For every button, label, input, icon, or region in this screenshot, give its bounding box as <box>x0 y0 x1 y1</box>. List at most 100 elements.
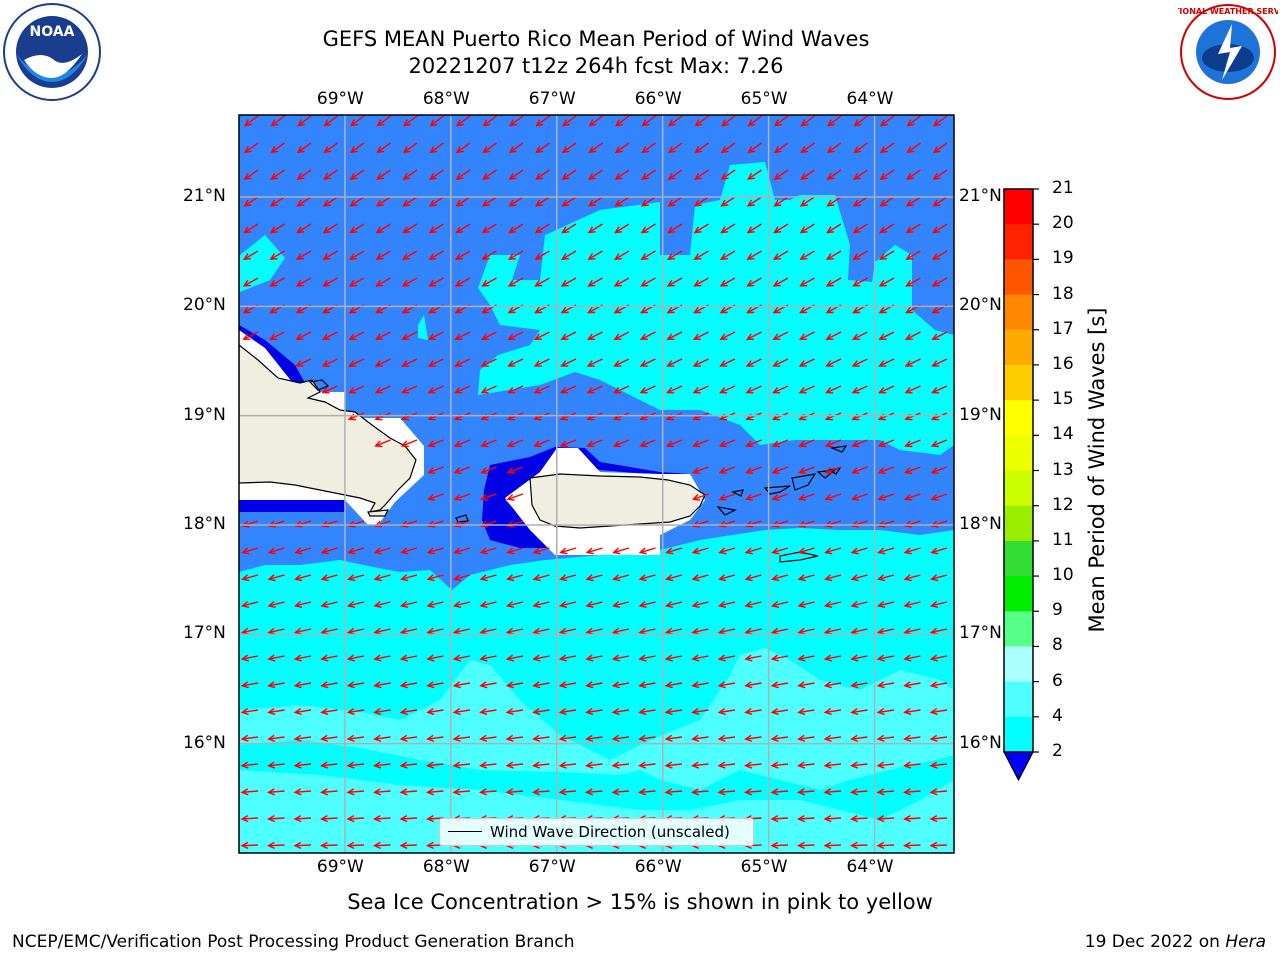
wind-arrow <box>454 358 471 367</box>
wind-arrow <box>693 196 709 207</box>
wind-arrow <box>320 627 338 635</box>
wind-arrow <box>401 277 418 287</box>
contour-band-4-6-north <box>478 162 954 455</box>
wind-arrow <box>349 142 365 154</box>
wind-arrow <box>876 815 895 823</box>
land-culebra <box>731 489 744 497</box>
colorbar-segment <box>1004 470 1033 507</box>
footer-branch: NCEP/EMC/Verification Post Processing Pr… <box>12 932 575 952</box>
wind-arrow <box>770 707 789 716</box>
wind-arrow <box>240 681 259 689</box>
wind-arrow <box>399 600 418 608</box>
noaa-logo-text: NOAA <box>30 24 75 40</box>
wind-arrow <box>558 707 577 716</box>
wind-arrow <box>640 250 656 260</box>
nws-logo-icon: NATIONAL WEATHER SERVICE <box>1178 4 1278 100</box>
wind-arrow <box>506 547 524 555</box>
wind-arrow <box>426 600 444 608</box>
wind-arrow <box>744 761 762 769</box>
wind-arrow <box>771 466 789 475</box>
wind-arrow <box>587 196 603 207</box>
colorbar-segment <box>1004 576 1033 612</box>
wind-arrow <box>771 439 789 448</box>
wind-arrow <box>719 277 736 287</box>
wind-arrow <box>532 681 550 689</box>
wind-arrow <box>479 654 497 662</box>
lat-label-right: 16°N <box>959 732 1002 753</box>
wind-arrow <box>664 600 683 608</box>
land-st-croix <box>779 551 819 563</box>
wind-arrow <box>346 600 365 608</box>
wind-arrow <box>798 358 815 367</box>
wind-arrow <box>826 115 842 127</box>
wind-arrow <box>479 547 497 555</box>
wind-arrow <box>508 223 524 234</box>
wind-arrow <box>240 788 259 796</box>
wind-arrow <box>850 681 868 689</box>
wind-arrow <box>241 547 259 555</box>
wind-arrow <box>428 277 444 287</box>
wind-arrow <box>694 169 709 180</box>
wind-arrow <box>507 331 524 340</box>
wind-arrow <box>823 761 842 769</box>
wind-arrow <box>346 707 365 716</box>
colorbar-segment <box>1004 646 1033 683</box>
wind-arrow <box>664 788 683 796</box>
wind-arrow <box>611 788 630 796</box>
wind-arrow <box>585 734 603 742</box>
wind-arrow <box>691 547 709 555</box>
wind-arrow <box>561 196 577 207</box>
wind-arrow <box>455 196 471 207</box>
wind-arrow <box>770 761 789 769</box>
wind-arrow <box>746 223 762 234</box>
wind-arrow <box>823 734 842 742</box>
wind-arrow <box>904 331 921 340</box>
wind-arrow <box>638 681 656 689</box>
wind-arrow <box>772 331 789 340</box>
wind-arrow <box>534 196 550 207</box>
wind-arrow <box>293 788 312 796</box>
wind-arrow <box>268 331 285 340</box>
wind-arrow <box>667 196 683 207</box>
colorbar-tick-label: 19 <box>1052 248 1074 269</box>
wind-arrow <box>799 250 815 260</box>
wind-arrow <box>242 331 259 340</box>
wind-arrow <box>267 761 285 769</box>
wind-arrow <box>400 574 418 582</box>
wind-arrow <box>429 169 444 180</box>
wind-arrow <box>481 196 497 207</box>
wind-arrow <box>454 250 471 260</box>
wind-arrow <box>770 681 789 689</box>
wind-arrow <box>533 331 550 340</box>
wind-arrow <box>852 250 868 260</box>
wind-arrow <box>242 250 259 260</box>
wind-arrow <box>773 196 789 207</box>
wind-arrow <box>878 250 895 260</box>
contour-band-6-8-south <box>239 648 954 853</box>
wind-arrow <box>532 574 550 582</box>
wind-arrow <box>692 385 709 394</box>
wind-arrow <box>374 358 391 367</box>
wind-arrow <box>452 627 471 635</box>
wind-arrow <box>535 169 550 180</box>
wind-arrow <box>426 681 444 689</box>
wind-arrow <box>638 574 656 582</box>
wind-arrow <box>797 681 815 689</box>
wind-arrow <box>611 707 630 716</box>
wind-arrow <box>639 439 656 448</box>
wind-arrow <box>797 600 815 608</box>
wind-arrow <box>825 277 842 287</box>
wind-arrow <box>586 439 603 448</box>
wind-arrow <box>560 331 577 340</box>
wind-arrow <box>667 115 683 127</box>
wind-arrow <box>667 169 683 180</box>
wind-arrow <box>452 707 471 716</box>
wind-arrow <box>826 223 842 234</box>
wind-arrow <box>426 761 444 769</box>
wind-arrow <box>322 223 338 234</box>
wind-arrow <box>293 761 312 769</box>
wind-arrow <box>266 815 285 823</box>
wind-arrow <box>611 734 630 742</box>
wind-arrow <box>374 331 391 340</box>
wind-arrow <box>850 493 868 501</box>
